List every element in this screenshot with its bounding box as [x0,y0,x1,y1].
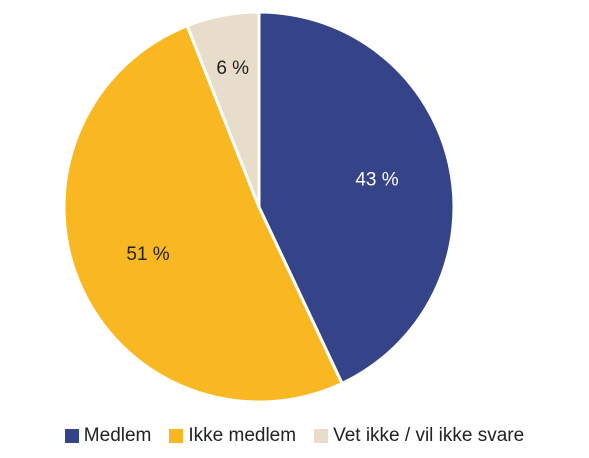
pie-data-label-vet-ikke: 6 % [216,58,249,79]
legend-item-vet-ikke: Vet ikke / vil ikke svare [314,425,524,447]
legend-label-ikke-medlem: Ikke medlem [188,425,297,446]
legend-swatch-ikke-medlem [169,429,184,443]
legend-item-ikke-medlem: Ikke medlem [169,425,296,447]
legend-label-medlem: Medlem [83,425,152,446]
pie-data-labels: 43 % 51 % 6 % [126,58,398,265]
pie-chart: 43 % 51 % 6 % [62,10,456,404]
pie-data-label-ikke-medlem: 51 % [126,244,169,265]
legend-item-medlem: Medlem [64,425,152,447]
chart-legend: Medlem Ikke medlem Vet ikke / vil ikke s… [0,425,589,447]
legend-swatch-medlem [64,429,79,443]
pie-slices [62,10,456,404]
pie-slice-medlem [257,10,456,385]
legend-swatch-vet-ikke [314,429,329,443]
pie-data-label-medlem: 43 % [355,170,398,191]
pie-slice-ikke-medlem [62,24,344,404]
legend-label-vet-ikke: Vet ikke / vil ikke svare [333,425,525,446]
pie-slice-vet-ikke [185,10,261,209]
